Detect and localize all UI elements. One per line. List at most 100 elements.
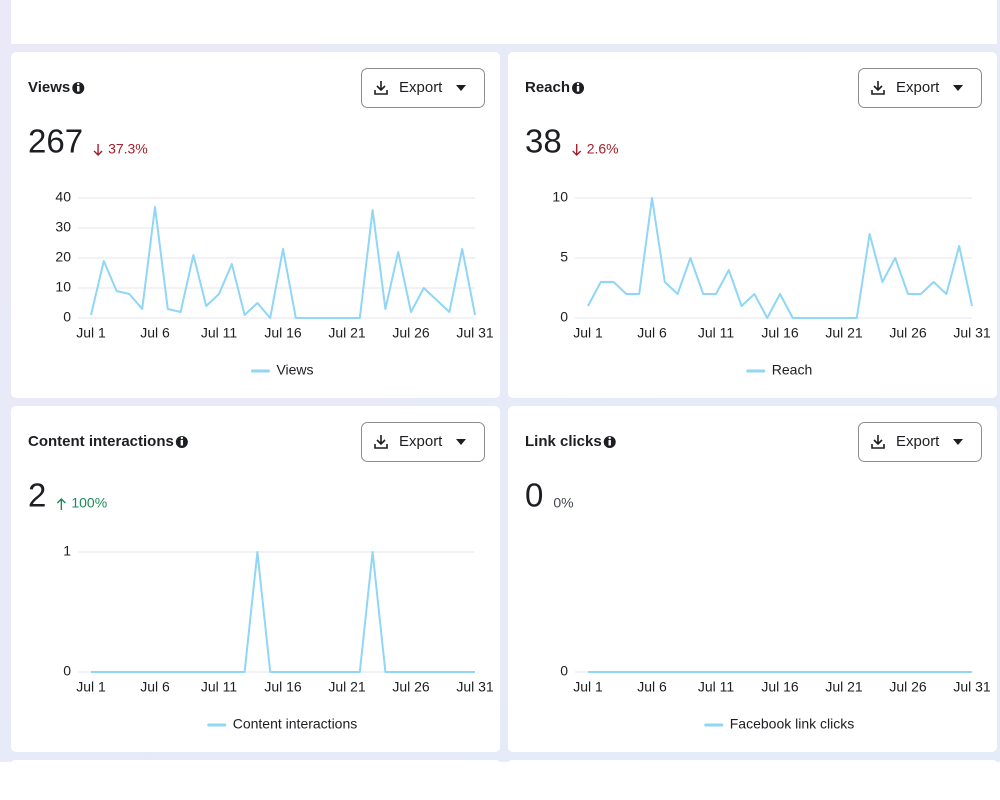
download-icon [374, 435, 388, 449]
legend-label: Content interactions [233, 716, 358, 732]
y-tick-label: 30 [55, 219, 71, 235]
x-tick-label: Jul 21 [328, 325, 366, 341]
data-line [90, 206, 476, 319]
x-tick-label: Jul 31 [456, 679, 494, 695]
export-button[interactable]: Export [361, 422, 485, 462]
legend-item[interactable]: Views [250, 362, 314, 378]
card-title: Reach [525, 79, 570, 96]
y-tick-label: 1 [63, 543, 71, 559]
card-title: Link clicks [525, 433, 602, 450]
legend-label: Facebook link clicks [730, 716, 855, 732]
total-value: 267 [28, 123, 83, 160]
x-tick-label: Jul 11 [698, 679, 735, 695]
total-value: 0 [525, 477, 543, 514]
change-arrow [572, 144, 582, 156]
info-icon[interactable] [603, 436, 616, 448]
x-tick-label: Jul 26 [889, 325, 927, 341]
export-button[interactable]: Export [361, 68, 485, 108]
y-tick-label: 40 [55, 189, 71, 205]
x-tick-label: Jul 26 [889, 679, 927, 695]
x-tick-label: Jul 11 [201, 325, 238, 341]
x-tick-label: Jul 31 [953, 679, 991, 695]
info-glyph [180, 440, 184, 446]
arrow [93, 144, 103, 156]
caret [456, 85, 466, 91]
next-card [508, 760, 997, 770]
info-icon[interactable] [175, 436, 188, 448]
x-tick-label: Jul 1 [76, 679, 106, 695]
change-value: 2.6% [587, 141, 619, 157]
legend-item[interactable]: Facebook link clicks [704, 716, 855, 732]
info-glyph [77, 86, 80, 92]
x-tick-label: Jul 31 [456, 325, 494, 341]
download-icon [871, 435, 885, 449]
info-dot [576, 82, 580, 86]
card-title: Content interactions [28, 433, 174, 450]
info-icon[interactable] [72, 82, 85, 94]
card-background [508, 52, 997, 398]
top-card [11, 0, 997, 44]
download-icon [871, 81, 885, 95]
x-tick-label: Jul 16 [761, 679, 799, 695]
y-tick-label: 10 [552, 189, 568, 205]
legend-item[interactable]: Content interactions [207, 716, 358, 732]
change-value: 0% [553, 495, 573, 511]
insight-card: Views Export 267 37.3% 0 10 20 30 40 Jul 1 Jul 6 Ju… [11, 52, 500, 398]
info-dot [608, 436, 611, 440]
arrow [56, 498, 66, 510]
total-value: 38 [525, 123, 562, 160]
button-label: Export [399, 433, 443, 450]
card-background [11, 52, 500, 398]
x-tick-label: Jul 26 [392, 679, 430, 695]
x-tick-label: Jul 1 [573, 325, 603, 341]
x-tick-label: Jul 6 [140, 325, 170, 341]
insight-card: Link clicks Export 0 0% 0 Jul 1 Jul 6 Jul 11 Jul… [508, 406, 997, 752]
data-line [587, 197, 973, 319]
x-tick-label: Jul 11 [698, 325, 735, 341]
y-tick-label: 5 [560, 249, 568, 265]
x-tick-label: Jul 6 [140, 679, 170, 695]
insight-card: Reach Export 38 2.6% 0 5 10 Jul 1 Jul 6 Jul 11 Jul… [508, 52, 997, 398]
button-frame [858, 422, 982, 462]
button-frame [858, 68, 982, 108]
change-value: 100% [71, 495, 107, 511]
caret [953, 439, 963, 445]
y-tick-label: 0 [63, 663, 71, 679]
export-button[interactable]: Export [858, 422, 982, 462]
data-line [91, 551, 475, 673]
caret [953, 85, 963, 91]
y-tick-label: 10 [55, 279, 71, 295]
change-value: 37.3% [108, 141, 148, 157]
y-tick-label: 20 [55, 249, 71, 265]
x-tick-label: Jul 16 [264, 679, 302, 695]
x-tick-label: Jul 26 [392, 325, 430, 341]
x-tick-label: Jul 11 [201, 679, 238, 695]
download-icon [374, 81, 388, 95]
x-tick-label: Jul 21 [825, 325, 863, 341]
x-tick-label: Jul 21 [328, 679, 366, 695]
info-dot [77, 82, 80, 86]
x-tick-label: Jul 16 [761, 325, 799, 341]
button-frame [361, 422, 485, 462]
total-value: 2 [28, 477, 46, 514]
export-button[interactable]: Export [858, 68, 982, 108]
change-arrow [56, 498, 66, 510]
button-label: Export [896, 433, 940, 450]
y-tick-label: 0 [63, 309, 71, 325]
x-tick-label: Jul 6 [637, 679, 667, 695]
x-tick-label: Jul 21 [825, 679, 863, 695]
y-tick-label: 0 [560, 663, 568, 679]
x-tick-label: Jul 6 [637, 325, 667, 341]
info-glyph [608, 440, 611, 446]
insight-card: Content interactions Export 2 100% 0 1 Jul 1 Ju… [11, 406, 500, 752]
x-tick-label: Jul 31 [953, 325, 991, 341]
x-tick-label: Jul 1 [573, 679, 603, 695]
change-arrow [93, 144, 103, 156]
legend-label: Views [276, 362, 313, 378]
legend-item[interactable]: Reach [746, 362, 812, 378]
info-icon[interactable] [572, 82, 585, 94]
info-glyph [576, 86, 580, 92]
card-background [508, 406, 997, 752]
card-title: Views [28, 79, 70, 96]
